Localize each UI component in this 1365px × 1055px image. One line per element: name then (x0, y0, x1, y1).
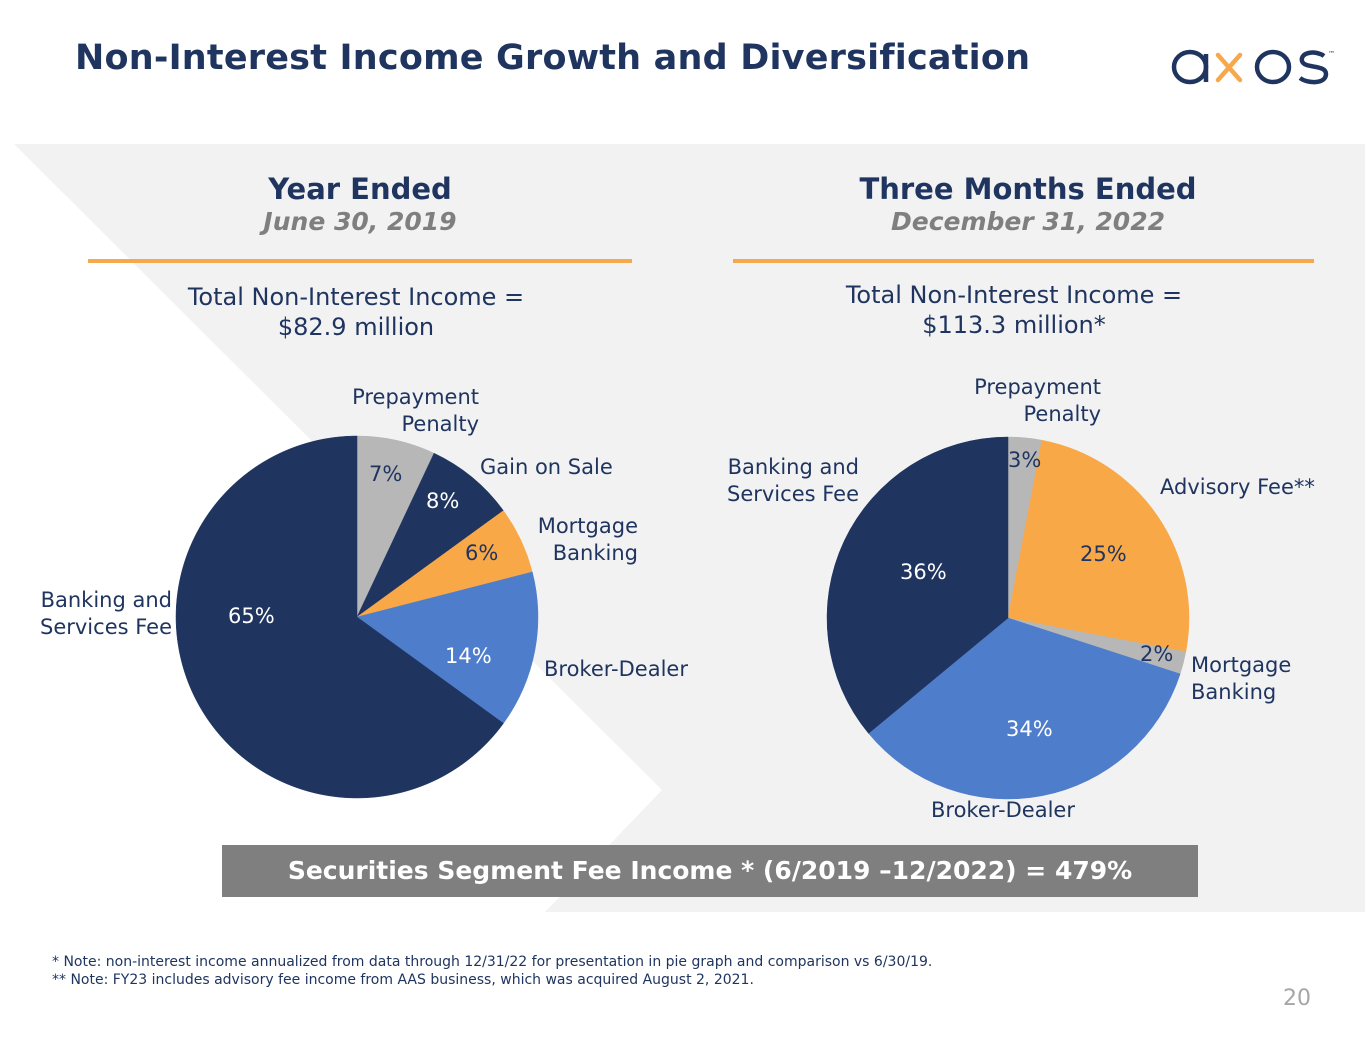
pie2019-slice-gain-on-sale (356, 452, 504, 618)
right-total: Total Non-Interest Income = $113.3 milli… (734, 280, 1294, 340)
pie2019-pct-gain-on-sale: 8% (426, 489, 460, 513)
left-heading: Year Ended (268, 172, 452, 206)
left-subheading: June 30, 2019 (263, 207, 457, 236)
axos-logo: ™ (1168, 42, 1338, 92)
page-title: Non-Interest Income Growth and Diversifi… (75, 38, 1031, 78)
pie2022-label-banking-l1: Banking and (727, 455, 859, 479)
pie2019-pct-mortgage: 6% (465, 541, 499, 565)
logo-trademark: ™ (1328, 50, 1335, 58)
page-number: 20 (1283, 986, 1311, 1011)
pie2019-label-prepayment: Prepayment Penalty (341, 384, 479, 438)
pie2019-label-prepayment-l1: Prepayment (352, 385, 479, 409)
left-total-line2: $82.9 million (277, 313, 435, 341)
pie2022-label-prepayment-l1: Prepayment (974, 375, 1101, 399)
right-heading: Three Months Ended (859, 172, 1197, 206)
pie2019-label-banking-l2: Services Fee (40, 615, 172, 639)
right-panel-heading: Three Months Ended December 31, 2022 (748, 172, 1308, 238)
pie2019-pct-broker-dealer: 14% (445, 644, 492, 668)
pie2022-label-mortgage-l2: Banking (1191, 680, 1277, 704)
pie2022-pct-banking: 36% (900, 560, 947, 584)
pie2019-slice-banking-and-services-fee (175, 435, 504, 799)
footnote-2: ** Note: FY23 includes advisory fee inco… (52, 972, 754, 988)
right-subheading: December 31, 2022 (891, 207, 1165, 236)
pie2022-label-broker-dealer: Broker-Dealer (931, 798, 1075, 822)
pie2022-slice-broker-dealer (868, 617, 1181, 800)
pie2022-slice-advisory-fee (1007, 439, 1190, 653)
right-total-line2: $113.3 million* (922, 311, 1106, 339)
footnote-1: * Note: non-interest income annualized f… (52, 954, 933, 970)
pie2022-label-mortgage-l1: Mortgage (1191, 653, 1292, 677)
pie2019-label-prepayment-l2: Penalty (401, 412, 479, 436)
pie2022-label-prepayment-l2: Penalty (1023, 402, 1101, 426)
pie2022-pct-broker-dealer: 34% (1006, 717, 1053, 741)
pie2019-slice-broker-dealer (356, 571, 539, 724)
pie2019-label-gain-on-sale: Gain on Sale (480, 455, 613, 479)
left-total: Total Non-Interest Income = $82.9 millio… (76, 282, 636, 342)
pie2019-label-banking-l1: Banking and (40, 588, 172, 612)
pie2019-pct-prepayment: 7% (369, 462, 403, 486)
pie2022-pct-prepayment: 3% (1008, 448, 1042, 472)
pie2022-label-banking: Banking and Services Fee (706, 454, 859, 508)
pie2022-pct-mortgage: 2% (1140, 642, 1174, 666)
securities-fee-banner: Securities Segment Fee Income * (6/2019 … (222, 845, 1198, 897)
pie2019-pct-banking: 65% (228, 604, 275, 628)
pie2022-label-mortgage: Mortgage Banking (1191, 652, 1291, 706)
right-total-line1: Total Non-Interest Income = (845, 281, 1183, 309)
pie2022-label-banking-l2: Services Fee (727, 482, 859, 506)
pie2022-label-advisory: Advisory Fee** (1160, 475, 1315, 499)
pie2019-label-broker-dealer: Broker-Dealer (544, 657, 688, 681)
left-panel-heading: Year Ended June 30, 2019 (80, 172, 640, 238)
pie2019-label-banking: Banking and Services Fee (20, 587, 172, 641)
pie2019-label-mortgage-l1: Mortgage (537, 514, 638, 538)
right-heading-rule (733, 259, 1314, 263)
pie2019-label-mortgage-l2: Banking (552, 541, 638, 565)
pie2022-slice-banking-and-services-fee (826, 436, 1009, 734)
pie2019-label-mortgage: Mortgage Banking (528, 513, 638, 567)
pie2022-label-prepayment: Prepayment Penalty (962, 374, 1101, 428)
left-total-line1: Total Non-Interest Income = (187, 283, 525, 311)
left-heading-rule (88, 259, 632, 263)
pie2022-pct-advisory: 25% (1080, 542, 1127, 566)
